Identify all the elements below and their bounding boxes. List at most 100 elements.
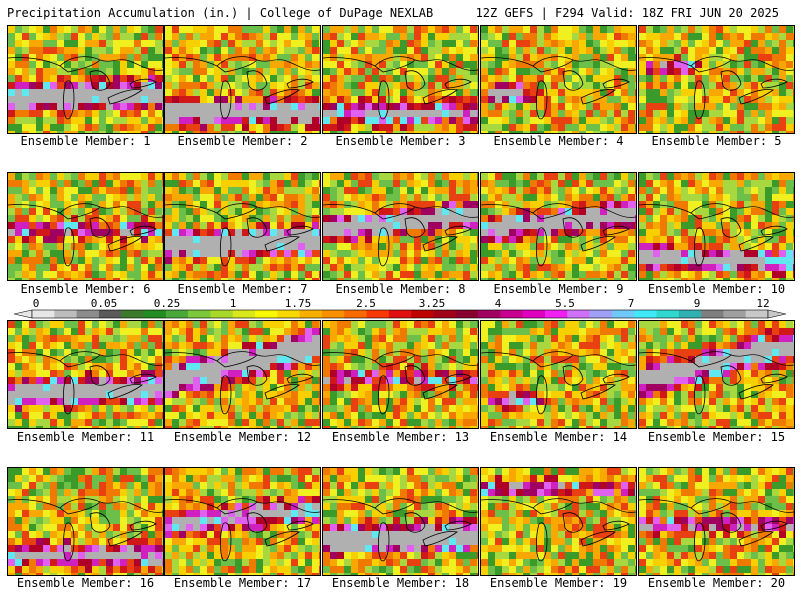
ensemble-map-4 [480, 25, 637, 134]
ensemble-caption: Ensemble Member: 16 [16, 576, 155, 590]
ensemble-map-8 [322, 172, 479, 281]
colorbar-under-arrow [14, 309, 33, 319]
colorbar-swatch [701, 310, 724, 318]
precip-map-image [639, 26, 794, 133]
colorbar-swatch [232, 310, 256, 318]
ensemble-map-13 [322, 320, 479, 429]
precip-map-image [8, 173, 163, 280]
ensemble-caption: Ensemble Member: 1 [20, 134, 151, 148]
colorbar-swatch [478, 310, 501, 318]
precip-map-image [165, 321, 320, 428]
colorbar [14, 309, 786, 319]
ensemble-caption: Ensemble Member: 3 [335, 134, 466, 148]
ensemble-map-9 [480, 172, 637, 281]
precip-map-image [323, 468, 478, 575]
colorbar-swatch [411, 310, 434, 318]
colorbar-swatch [567, 310, 590, 318]
colorbar-swatch [745, 310, 769, 318]
colorbar-label: 3.25 [418, 297, 446, 310]
page-title: Precipitation Accumulation (in.) | Colle… [7, 6, 434, 20]
colorbar-swatch [344, 310, 367, 318]
colorbar-swatch [500, 310, 523, 318]
ensemble-caption: Ensemble Member: 15 [647, 430, 786, 444]
ensemble-map-3 [322, 25, 479, 134]
colorbar-swatch [32, 310, 55, 318]
colorbar-swatch [589, 310, 613, 318]
precip-map-image [639, 173, 794, 280]
ensemble-map-1 [7, 25, 164, 134]
colorbar-label: 1 [229, 297, 237, 310]
precip-map-image [639, 468, 794, 575]
colorbar-over-arrow [767, 309, 786, 319]
colorbar-swatch [544, 310, 568, 318]
ensemble-caption: Ensemble Member: 9 [493, 282, 624, 296]
colorbar-label: 0 [32, 297, 40, 310]
precip-map-image [8, 26, 163, 133]
ensemble-map-16 [7, 467, 164, 576]
ensemble-map-5 [638, 25, 795, 134]
colorbar-label: 5.5 [555, 297, 575, 310]
colorbar-swatch [723, 310, 746, 318]
ensemble-map-2 [164, 25, 321, 134]
colorbar-swatch [76, 310, 100, 318]
colorbar-label: 0.25 [153, 297, 181, 310]
colorbar-swatch [455, 310, 479, 318]
colorbar-label: 7 [627, 297, 635, 310]
precip-map-image [481, 468, 636, 575]
ensemble-caption: Ensemble Member: 7 [177, 282, 308, 296]
colorbar-label: 0.05 [90, 297, 118, 310]
precip-map-image [481, 173, 636, 280]
ensemble-map-11 [7, 320, 164, 429]
ensemble-map-12 [164, 320, 321, 429]
colorbar-swatch [165, 310, 189, 318]
ensemble-caption: Ensemble Member: 20 [647, 576, 786, 590]
ensemble-map-6 [7, 172, 164, 281]
precip-map-image [165, 173, 320, 280]
ensemble-caption: Ensemble Member: 18 [331, 576, 470, 590]
run-info: 12Z GEFS | F294 Valid: 18Z FRI JUN 20 20… [475, 6, 779, 20]
colorbar-swatch [98, 310, 122, 318]
ensemble-caption: Ensemble Member: 5 [651, 134, 782, 148]
ensemble-map-17 [164, 467, 321, 576]
colorbar-swatch [611, 310, 635, 318]
colorbar-label: 9 [693, 297, 701, 310]
colorbar-swatch [210, 310, 234, 318]
ensemble-caption: Ensemble Member: 10 [647, 282, 786, 296]
precip-map-image [165, 468, 320, 575]
colorbar-label: 2.5 [356, 297, 376, 310]
colorbar-swatch [388, 310, 412, 318]
ensemble-map-15 [638, 320, 795, 429]
colorbar-swatch [656, 310, 680, 318]
ensemble-map-19 [480, 467, 637, 576]
ensemble-map-7 [164, 172, 321, 281]
colorbar-swatch [321, 310, 345, 318]
precip-map-image [8, 321, 163, 428]
colorbar-label: 1.75 [284, 297, 312, 310]
ensemble-caption: Ensemble Member: 13 [331, 430, 470, 444]
ensemble-caption: Ensemble Member: 17 [173, 576, 312, 590]
ensemble-map-20 [638, 467, 795, 576]
ensemble-caption: Ensemble Member: 4 [493, 134, 624, 148]
precip-map-image [323, 26, 478, 133]
ensemble-map-10 [638, 172, 795, 281]
colorbar-swatch [522, 310, 546, 318]
precip-map-image [323, 173, 478, 280]
ensemble-caption: Ensemble Member: 8 [335, 282, 466, 296]
colorbar-swatch [433, 310, 457, 318]
ensemble-caption: Ensemble Member: 12 [173, 430, 312, 444]
colorbar-swatch [54, 310, 77, 318]
ensemble-caption: Ensemble Member: 2 [177, 134, 308, 148]
ensemble-caption: Ensemble Member: 14 [489, 430, 628, 444]
ensemble-map-14 [480, 320, 637, 429]
precip-map-image [639, 321, 794, 428]
precip-map-image [481, 26, 636, 133]
ensemble-caption: Ensemble Member: 11 [16, 430, 155, 444]
ensemble-map-18 [322, 467, 479, 576]
colorbar-swatch [366, 310, 390, 318]
precip-map-image [323, 321, 478, 428]
colorbar-swatch [121, 310, 144, 318]
colorbar-swatch [143, 310, 167, 318]
colorbar-label: 12 [756, 297, 770, 310]
precip-map-image [481, 321, 636, 428]
colorbar-label: 4 [494, 297, 502, 310]
